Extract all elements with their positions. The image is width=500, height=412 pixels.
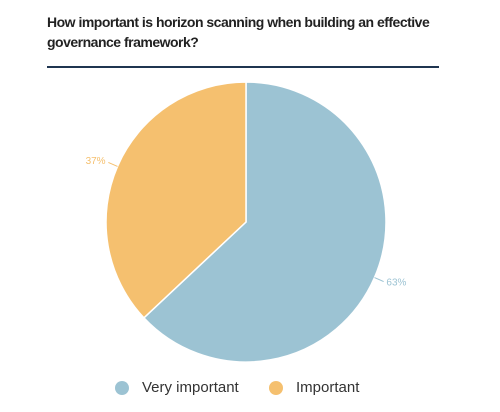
data-label: 37% [86, 156, 106, 167]
pie-slice [142, 81, 387, 363]
data-label: 63% [386, 277, 406, 288]
legend-label: Very important [142, 379, 240, 396]
legend-label: Important [296, 379, 360, 396]
leader-line [108, 161, 118, 167]
legend-marker [269, 381, 283, 395]
legend-marker [115, 381, 129, 395]
chart-title: How important is horizon scanning when b… [47, 14, 430, 50]
title-rule [47, 66, 439, 68]
leader-line [374, 277, 384, 283]
